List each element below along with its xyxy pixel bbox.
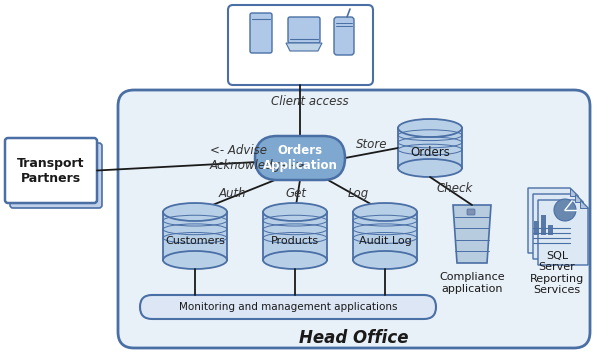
Ellipse shape [163,251,227,269]
Text: Auth: Auth [218,187,246,200]
Ellipse shape [353,251,417,269]
Text: Orders
Application: Orders Application [263,144,337,172]
Text: Store: Store [356,139,388,152]
Text: Check: Check [437,182,473,195]
Polygon shape [163,212,227,260]
Polygon shape [533,194,583,259]
Ellipse shape [263,203,327,221]
Bar [534,221,539,235]
Text: SQL
Server
Reporting
Services: SQL Server Reporting Services [530,251,584,295]
Polygon shape [398,128,462,168]
Bar [541,215,546,235]
Ellipse shape [398,159,462,177]
Text: Get: Get [286,187,306,200]
Polygon shape [286,43,322,51]
Polygon shape [538,200,588,265]
FancyBboxPatch shape [228,5,373,85]
FancyBboxPatch shape [250,13,272,53]
Ellipse shape [163,203,227,221]
FancyBboxPatch shape [255,136,345,180]
Text: Head Office: Head Office [299,329,409,347]
Text: Customers: Customers [165,236,225,246]
Ellipse shape [398,119,462,137]
FancyBboxPatch shape [10,143,102,208]
Polygon shape [353,212,417,260]
Text: Compliance
application: Compliance application [439,272,505,294]
FancyBboxPatch shape [334,17,354,55]
Polygon shape [528,188,578,253]
Bar [548,225,553,235]
FancyBboxPatch shape [5,138,97,203]
Ellipse shape [554,199,576,221]
Text: <- Advise: <- Advise [210,144,267,157]
Text: Acknowledge ->: Acknowledge -> [210,158,306,171]
Polygon shape [263,212,327,260]
Polygon shape [453,205,491,263]
Ellipse shape [263,251,327,269]
Polygon shape [570,188,578,196]
Polygon shape [580,200,588,208]
Text: Audit Log: Audit Log [359,236,412,246]
FancyBboxPatch shape [288,17,320,43]
Text: Monitoring and management applications: Monitoring and management applications [179,302,397,312]
Text: Orders: Orders [410,145,450,158]
FancyBboxPatch shape [118,90,590,348]
FancyBboxPatch shape [140,295,436,319]
Ellipse shape [353,203,417,221]
Text: Client access: Client access [271,95,349,108]
Polygon shape [575,194,583,202]
Text: Log: Log [347,187,368,200]
Text: Transport
Partners: Transport Partners [17,157,85,184]
FancyBboxPatch shape [467,209,475,215]
Text: Products: Products [271,236,319,246]
